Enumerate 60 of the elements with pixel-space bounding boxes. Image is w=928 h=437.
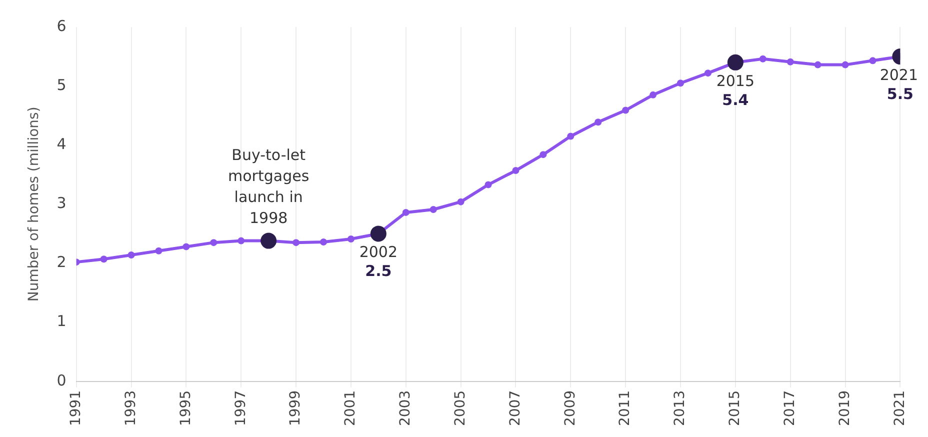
x-tick-label: 2003 — [398, 390, 414, 426]
point — [842, 61, 849, 68]
point — [540, 151, 547, 158]
point — [512, 167, 520, 174]
point — [567, 132, 574, 140]
point — [430, 206, 437, 213]
point — [727, 54, 744, 70]
point — [759, 55, 766, 62]
y-tick-label: 4 — [56, 135, 66, 154]
point — [320, 238, 327, 246]
point — [347, 236, 354, 243]
point — [704, 70, 712, 77]
x-tick-label: 2007 — [507, 390, 524, 426]
x-tick-label: 2019 — [836, 390, 853, 426]
point — [457, 198, 464, 206]
x-tick-label: 1997 — [232, 390, 249, 426]
point — [260, 232, 277, 249]
y-tick-label: 1 — [56, 312, 66, 330]
point — [128, 251, 135, 258]
point — [238, 237, 245, 244]
y-tick-label: 5 — [56, 76, 66, 94]
point — [622, 106, 630, 114]
y-tick-label: 2 — [56, 253, 66, 272]
y-tick-label: 6 — [56, 16, 66, 35]
y-axis-title: Number of homes (millions) — [26, 106, 42, 302]
point — [484, 181, 492, 188]
x-tick-label: 1999 — [288, 390, 304, 426]
x-tick-label: 2017 — [782, 390, 798, 426]
point — [155, 247, 162, 254]
point — [100, 256, 108, 263]
data-label: 5.5 — [886, 84, 914, 103]
point — [869, 57, 876, 64]
y-tick-label: 0 — [56, 371, 66, 390]
y-tick-label: 3 — [56, 194, 66, 212]
x-tick-label: 2001 — [342, 390, 359, 426]
point — [677, 80, 684, 87]
point — [370, 226, 386, 242]
data-label: 2.5 — [365, 262, 392, 280]
x-tick-label: 1993 — [122, 390, 139, 426]
annotation: 2021 — [880, 66, 918, 84]
point — [786, 58, 794, 66]
data-label: 5.4 — [722, 90, 749, 109]
x-tick-label: 1991 — [68, 390, 84, 426]
x-tick-label: 2009 — [562, 390, 578, 426]
x-tick-label: 2015 — [727, 390, 744, 426]
annotation: 2002 — [359, 243, 398, 262]
annotation: Buy-to-let mortgages launch in 1998 — [228, 146, 310, 228]
point — [814, 61, 822, 68]
point — [210, 239, 218, 246]
x-tick-label: 2011 — [617, 390, 634, 426]
annotation: 2015 — [716, 72, 755, 90]
x-tick-label: 1995 — [178, 390, 194, 426]
x-tick-label: 2013 — [672, 390, 688, 426]
point — [292, 239, 300, 246]
point — [182, 243, 190, 250]
point — [402, 208, 410, 216]
x-tick-label: 2021 — [892, 390, 908, 426]
point — [594, 118, 602, 126]
x-tick-label: 2005 — [452, 390, 468, 426]
point — [650, 91, 657, 98]
